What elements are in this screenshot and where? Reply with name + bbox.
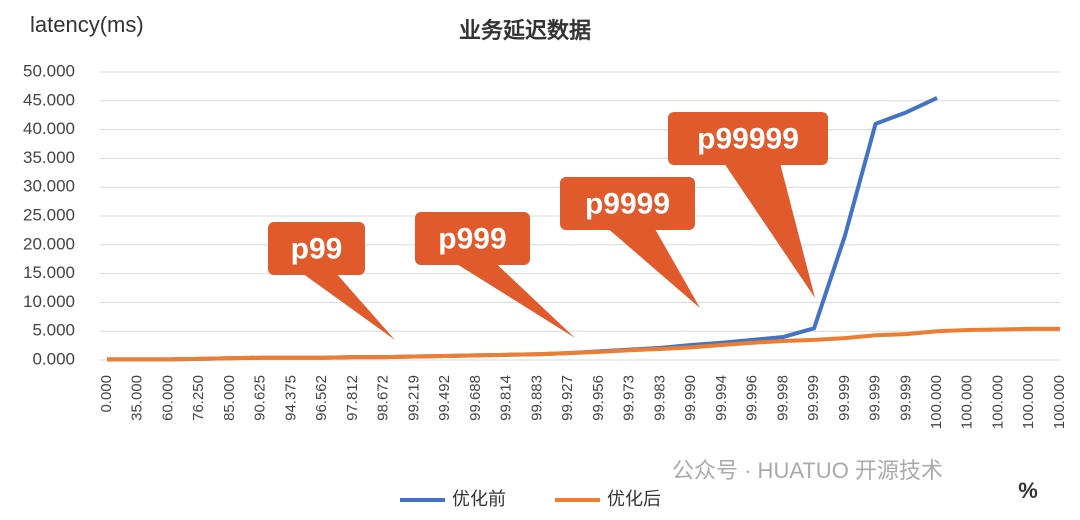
x-tick-label: 99.219 bbox=[405, 375, 422, 421]
x-tick-label: 35.000 bbox=[129, 375, 146, 421]
callout-pointer bbox=[301, 273, 395, 340]
x-tick-label: 99.973 bbox=[621, 375, 638, 421]
x-tick-label: 99.492 bbox=[436, 375, 453, 421]
x-tick-label: 100.000 bbox=[959, 375, 976, 429]
x-tick-label: 99.688 bbox=[467, 375, 484, 421]
x-tick-label: 0.000 bbox=[98, 375, 115, 413]
callout-box bbox=[268, 222, 365, 275]
chart-title: 业务延迟数据 bbox=[459, 18, 591, 43]
y-tick-label: 5.000 bbox=[32, 321, 75, 340]
callout-text: p9999 bbox=[585, 187, 670, 220]
x-tick-label: 90.625 bbox=[252, 375, 269, 421]
y-axis-label: latency(ms) bbox=[30, 12, 144, 37]
x-tick-label: 76.250 bbox=[190, 375, 207, 421]
x-tick-label: 98.672 bbox=[375, 375, 392, 421]
callout-box bbox=[668, 112, 828, 165]
x-tick-label: 100.000 bbox=[1051, 375, 1068, 429]
x-tick-label: 99.998 bbox=[774, 375, 791, 421]
callout-pointer bbox=[607, 228, 700, 308]
x-tick-label: 99.999 bbox=[867, 375, 884, 421]
y-tick-label: 40.000 bbox=[23, 119, 75, 138]
x-tick-label: 99.999 bbox=[836, 375, 853, 421]
x-axis-label: % bbox=[1018, 478, 1038, 503]
x-tick-label: 99.990 bbox=[682, 375, 699, 421]
x-tick-label: 99.927 bbox=[559, 375, 576, 421]
y-tick-label: 35.000 bbox=[23, 148, 75, 167]
x-tick-label: 100.000 bbox=[989, 375, 1006, 429]
y-tick-label: 50.000 bbox=[23, 61, 75, 80]
y-tick-label: 30.000 bbox=[23, 177, 75, 196]
y-tick-label: 0.000 bbox=[32, 349, 75, 368]
x-tick-label: 94.375 bbox=[282, 375, 299, 421]
x-tick-label: 99.994 bbox=[713, 375, 730, 421]
x-tick-label: 99.983 bbox=[651, 375, 668, 421]
y-tick-label: 25.000 bbox=[23, 205, 75, 224]
x-tick-label: 100.000 bbox=[928, 375, 945, 429]
legend-label: 优化后 bbox=[607, 489, 661, 509]
callout-text: p99999 bbox=[697, 122, 799, 155]
x-tick-label: 100.000 bbox=[1020, 375, 1037, 429]
x-tick-label: 99.814 bbox=[498, 375, 515, 421]
x-tick-label: 97.812 bbox=[344, 375, 361, 421]
x-tick-label: 99.999 bbox=[897, 375, 914, 421]
y-tick-label: 45.000 bbox=[23, 90, 75, 109]
callout-text: p99 bbox=[291, 232, 343, 265]
x-tick-label: 99.883 bbox=[528, 375, 545, 421]
legend-label: 优化前 bbox=[452, 489, 506, 509]
callout-pointer bbox=[455, 263, 575, 338]
x-tick-label: 60.000 bbox=[159, 375, 176, 421]
line-series bbox=[107, 326, 1060, 362]
callout-text: p999 bbox=[438, 222, 506, 255]
x-tick-label: 96.562 bbox=[313, 375, 330, 421]
x-tick-label: 99.956 bbox=[590, 375, 607, 421]
callout-pointer bbox=[724, 163, 815, 298]
callout-box bbox=[415, 212, 530, 265]
y-tick-label: 15.000 bbox=[23, 263, 75, 282]
callout-box bbox=[560, 177, 695, 230]
x-tick-label: 99.996 bbox=[744, 375, 761, 421]
y-tick-label: 20.000 bbox=[23, 234, 75, 253]
watermark: 公众号 · HUATUO 开源技术 bbox=[672, 458, 943, 483]
y-tick-label: 10.000 bbox=[23, 292, 75, 311]
x-tick-label: 85.000 bbox=[221, 375, 238, 421]
x-tick-label: 99.999 bbox=[805, 375, 822, 421]
